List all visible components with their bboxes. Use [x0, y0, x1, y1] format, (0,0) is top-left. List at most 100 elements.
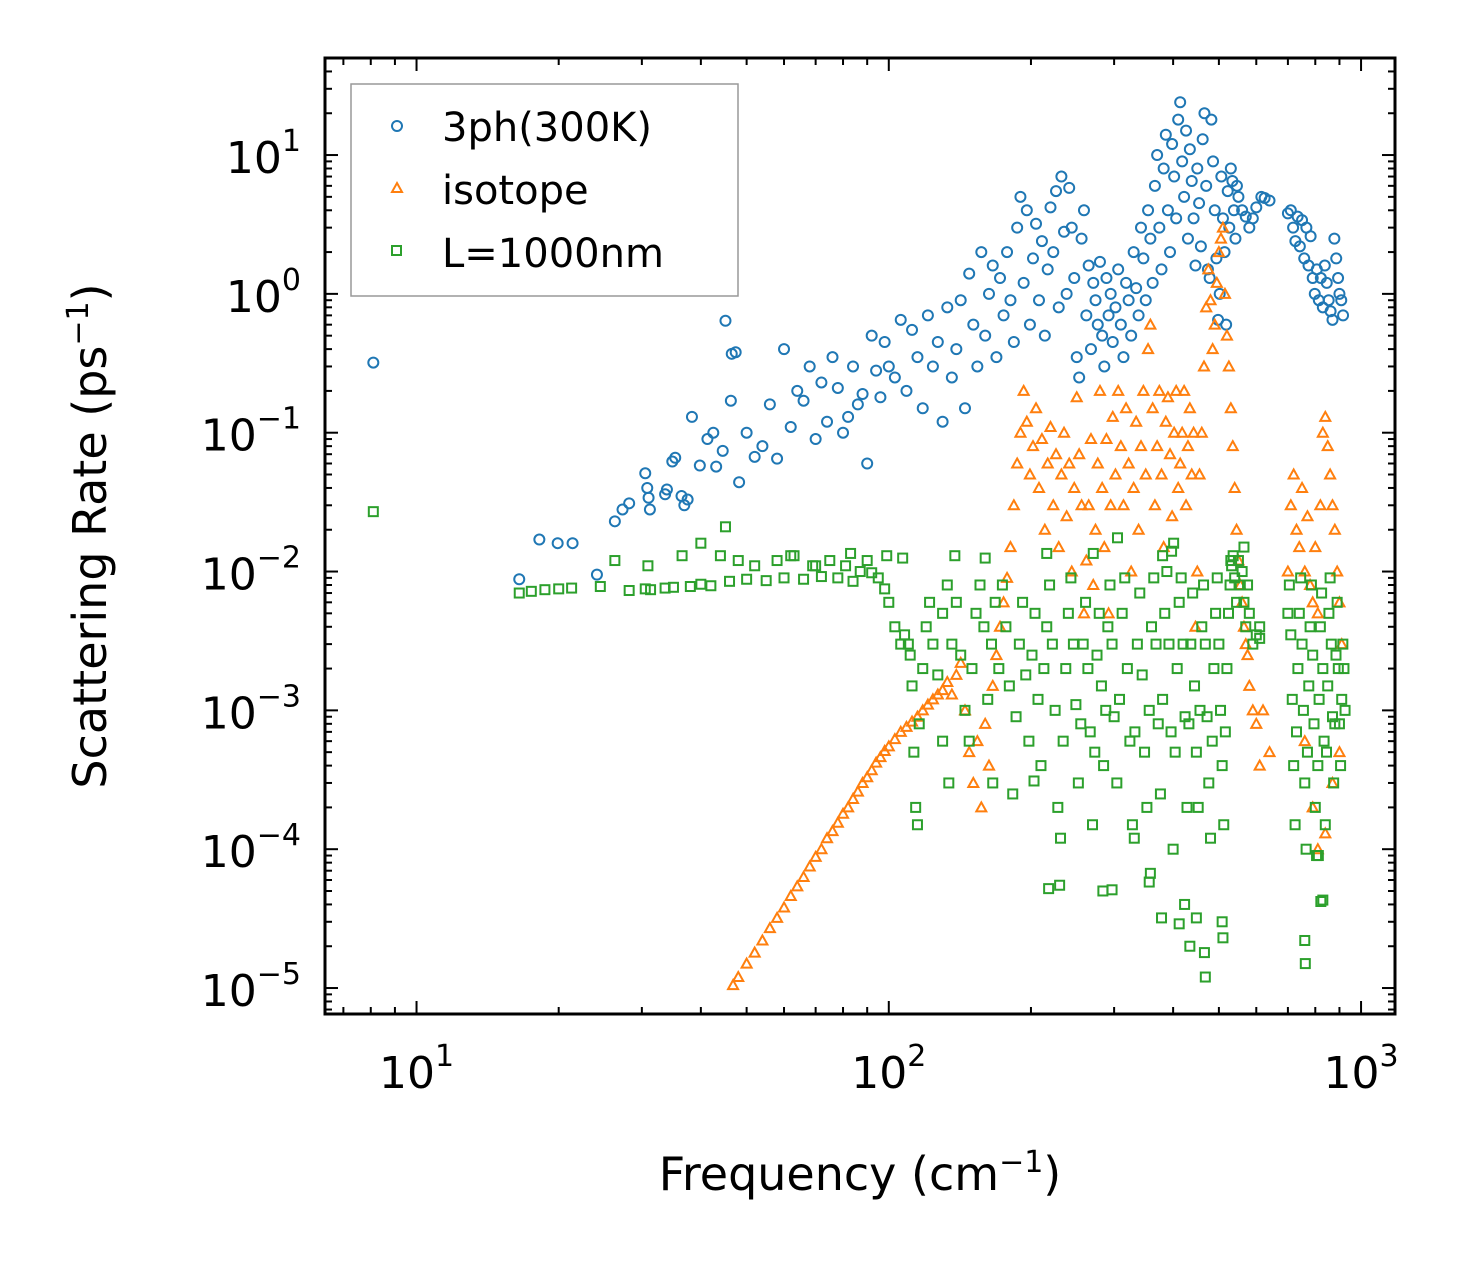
y-tick-label: 10−2 — [201, 541, 301, 601]
data-point — [878, 336, 891, 349]
data-point — [719, 314, 732, 327]
data-point — [1100, 704, 1112, 716]
data-point — [1154, 467, 1169, 480]
data-point — [1161, 390, 1175, 403]
data-point — [986, 259, 999, 272]
data-point — [1332, 663, 1344, 675]
data-point — [1096, 329, 1109, 342]
data-point — [1286, 467, 1301, 480]
data-point — [1199, 971, 1211, 983]
data-point — [1333, 287, 1346, 300]
data-point — [1081, 498, 1096, 511]
data-point — [1152, 718, 1164, 730]
data-point — [710, 460, 723, 473]
data-point — [1335, 760, 1347, 772]
data-point — [1318, 259, 1331, 272]
data-point — [913, 718, 925, 730]
data-point — [881, 550, 893, 562]
data-point — [1114, 693, 1126, 705]
data-point — [1033, 294, 1046, 307]
data-point — [681, 493, 694, 506]
data-point — [566, 582, 578, 594]
data-point — [1227, 204, 1240, 217]
data-point — [1192, 801, 1204, 813]
data-point — [1217, 932, 1229, 944]
data-point — [1052, 540, 1066, 553]
data-point — [1167, 843, 1179, 855]
data-point — [642, 560, 654, 572]
data-point — [1020, 204, 1033, 217]
data-point — [726, 978, 740, 991]
data-point — [1093, 255, 1106, 268]
data-point — [1196, 133, 1209, 146]
data-point — [1207, 155, 1220, 168]
data-point — [1134, 221, 1147, 234]
data-point — [874, 391, 887, 404]
data-point — [1055, 832, 1067, 844]
data-point — [1129, 414, 1143, 427]
data-point — [1035, 431, 1049, 445]
data-point — [1325, 498, 1340, 511]
data-point — [1023, 735, 1035, 747]
data-point — [1183, 718, 1195, 730]
data-point — [879, 583, 891, 595]
data-point — [970, 607, 982, 619]
y-tick-label: 10−4 — [201, 818, 301, 878]
data-point — [1030, 217, 1043, 230]
data-point — [1057, 735, 1069, 747]
data-point — [1060, 287, 1073, 300]
data-point — [979, 329, 992, 342]
y-tick-label: 100 — [226, 263, 301, 323]
data-point — [1108, 711, 1120, 723]
data-point — [1108, 467, 1123, 480]
data-point — [1121, 663, 1133, 675]
data-point — [1216, 916, 1228, 928]
data-point — [997, 309, 1010, 322]
data-point — [1139, 746, 1151, 758]
data-point — [1049, 447, 1063, 460]
data-point — [910, 709, 925, 722]
data-point — [1106, 638, 1118, 650]
data-point — [1102, 309, 1115, 322]
data-point — [553, 583, 565, 595]
data-point — [724, 394, 737, 407]
data-point — [1319, 819, 1331, 831]
data-point — [1099, 431, 1114, 445]
series-square — [367, 506, 1351, 983]
data-point — [959, 704, 971, 716]
data-point — [809, 433, 822, 446]
data-point — [820, 831, 834, 844]
data-point — [1093, 607, 1105, 619]
data-point — [1330, 252, 1343, 265]
data-point — [1224, 401, 1238, 414]
legend-marker-3ph — [391, 120, 403, 132]
data-point — [1229, 572, 1241, 584]
data-point — [1003, 680, 1015, 692]
data-point — [1173, 918, 1185, 930]
data-point — [908, 746, 920, 758]
data-point — [1159, 128, 1172, 141]
data-point — [1070, 390, 1084, 403]
data-point — [1152, 383, 1167, 396]
data-point — [924, 596, 936, 608]
data-point — [1297, 704, 1309, 716]
data-point — [1185, 638, 1197, 650]
data-point — [1309, 801, 1321, 813]
data-point — [1189, 259, 1202, 272]
data-point — [1114, 318, 1127, 331]
data-point — [967, 318, 980, 331]
data-point — [513, 573, 526, 586]
data-point — [1172, 113, 1185, 126]
data-point — [1109, 301, 1122, 314]
data-point — [1104, 287, 1117, 300]
data-point — [1315, 896, 1327, 908]
data-point — [851, 398, 864, 411]
data-point — [842, 410, 855, 423]
data-point — [623, 585, 635, 597]
data-point — [906, 680, 918, 692]
data-point — [1312, 850, 1324, 862]
data-point — [1325, 638, 1337, 650]
data-point — [1234, 579, 1246, 591]
data-point — [660, 483, 673, 496]
data-point — [1236, 566, 1248, 578]
